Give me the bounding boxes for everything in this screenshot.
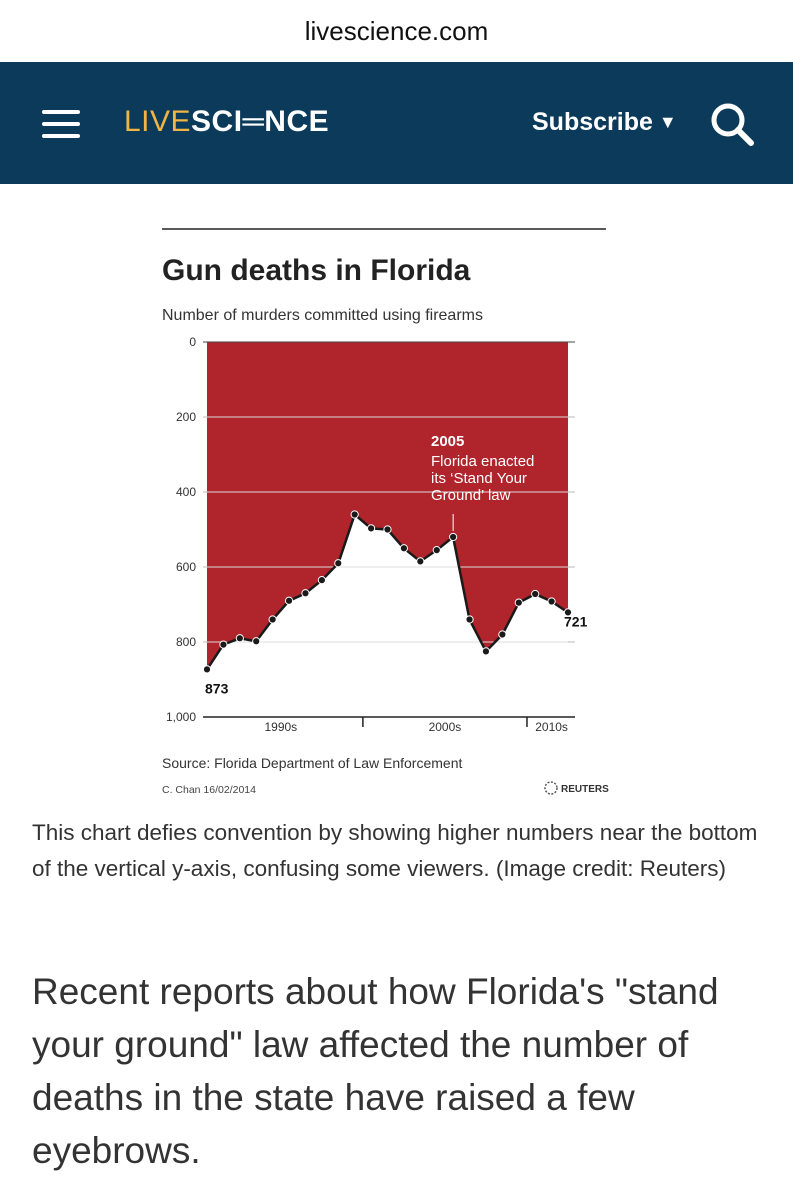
y-tick-label: 200 <box>176 410 196 424</box>
subscribe-button[interactable]: Subscribe ▼ <box>532 102 677 142</box>
logo-live: LIVE <box>124 105 192 138</box>
data-point <box>547 597 556 606</box>
data-label-first: 873 <box>205 680 229 696</box>
data-point <box>252 637 261 646</box>
y-tick-label: 800 <box>176 635 196 649</box>
chart-plot-area: 0 200 400 600 800 1,000 1990s 2000s 2010s 873 721 2… <box>166 335 588 734</box>
annotation-text: its ‘Stand Your <box>431 470 527 487</box>
x-tick-label: 2000s <box>429 720 462 734</box>
article-intro: Recent reports about how Florida's "stan… <box>32 971 719 1171</box>
chart-source: Source: Florida Department of Law Enforc… <box>162 755 462 771</box>
reuters-logo: REUTERS <box>544 781 609 795</box>
site-logo[interactable]: LIVESCI═NCE <box>124 102 329 142</box>
data-point <box>481 647 491 656</box>
chart-credit: C. Chan 16/02/2014 <box>162 784 256 796</box>
x-tick-label: 2010s <box>535 720 568 734</box>
image-caption: This chart defies convention by showing … <box>32 820 758 881</box>
data-point <box>416 557 425 566</box>
address-bar[interactable]: livescience.com <box>0 0 793 62</box>
data-point <box>449 532 458 542</box>
data-point <box>350 510 359 519</box>
subscribe-label: Subscribe <box>532 108 653 136</box>
data-point <box>317 576 326 585</box>
reuters-logo-text: REUTERS <box>561 784 609 795</box>
data-point <box>531 589 540 599</box>
chevron-down-icon: ▼ <box>658 112 677 132</box>
data-point <box>301 589 310 598</box>
data-point <box>465 615 474 624</box>
data-point <box>235 634 244 643</box>
data-point <box>334 559 343 568</box>
data-point <box>498 630 507 639</box>
data-point <box>514 598 523 607</box>
data-point <box>563 608 573 617</box>
data-point <box>202 665 212 674</box>
chart-figure: Gun deaths in Florida Number of murders … <box>150 222 620 802</box>
gun-deaths-chart: Gun deaths in Florida Number of murders … <box>162 228 609 796</box>
data-point <box>366 524 376 533</box>
y-tick-label: 400 <box>176 485 196 499</box>
annotation-year: 2005 <box>431 433 464 450</box>
annotation-text: Florida enacted <box>431 453 534 470</box>
url-text: livescience.com <box>304 15 489 46</box>
chart-subtitle: Number of murders committed using firear… <box>162 307 483 324</box>
data-point <box>383 525 392 534</box>
data-point <box>219 640 228 649</box>
data-label-last: 721 <box>564 613 588 629</box>
logo-science: SCI═NCE <box>191 105 330 138</box>
data-point <box>399 544 409 553</box>
site-header: LIVESCI═NCE Subscribe ▼ <box>0 62 793 184</box>
chart-title: Gun deaths in Florida <box>162 254 471 287</box>
hamburger-menu-icon[interactable] <box>42 110 80 138</box>
y-tick-label: 600 <box>176 560 196 574</box>
search-icon[interactable] <box>708 100 756 148</box>
data-point <box>268 615 277 624</box>
y-tick-label: 0 <box>189 335 196 349</box>
x-tick-label: 1990s <box>264 720 297 734</box>
data-point <box>284 596 294 605</box>
y-tick-label: 1,000 <box>166 710 196 724</box>
annotation-text: Ground’ law <box>431 487 511 504</box>
area-fill <box>207 342 568 670</box>
data-point <box>432 546 441 555</box>
